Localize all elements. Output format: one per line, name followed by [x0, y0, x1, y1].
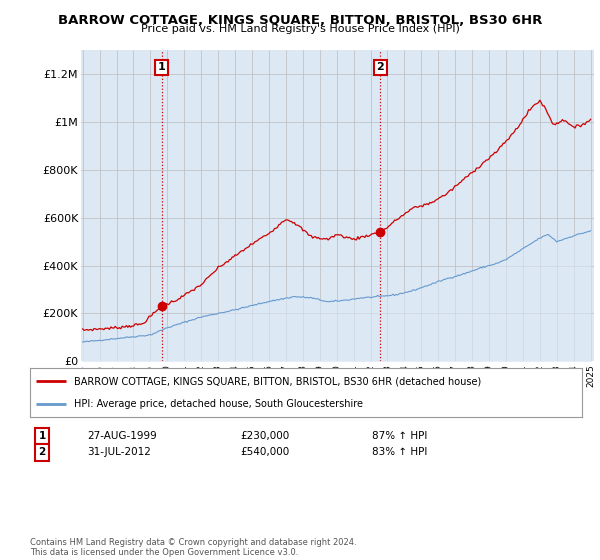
Text: BARROW COTTAGE, KINGS SQUARE, BITTON, BRISTOL, BS30 6HR (detached house): BARROW COTTAGE, KINGS SQUARE, BITTON, BR… — [74, 376, 481, 386]
Text: 2: 2 — [38, 447, 46, 458]
Text: 31-JUL-2012: 31-JUL-2012 — [87, 447, 151, 458]
Text: 1: 1 — [38, 431, 46, 441]
Text: 87% ↑ HPI: 87% ↑ HPI — [372, 431, 427, 441]
Text: HPI: Average price, detached house, South Gloucestershire: HPI: Average price, detached house, Sout… — [74, 399, 363, 409]
Text: Price paid vs. HM Land Registry's House Price Index (HPI): Price paid vs. HM Land Registry's House … — [140, 24, 460, 34]
Text: £230,000: £230,000 — [240, 431, 289, 441]
Text: 27-AUG-1999: 27-AUG-1999 — [87, 431, 157, 441]
Text: 83% ↑ HPI: 83% ↑ HPI — [372, 447, 427, 458]
Text: BARROW COTTAGE, KINGS SQUARE, BITTON, BRISTOL, BS30 6HR: BARROW COTTAGE, KINGS SQUARE, BITTON, BR… — [58, 14, 542, 27]
Text: £540,000: £540,000 — [240, 447, 289, 458]
Text: 2: 2 — [376, 63, 384, 72]
Text: 1: 1 — [158, 63, 166, 72]
Text: Contains HM Land Registry data © Crown copyright and database right 2024.
This d: Contains HM Land Registry data © Crown c… — [30, 538, 356, 557]
